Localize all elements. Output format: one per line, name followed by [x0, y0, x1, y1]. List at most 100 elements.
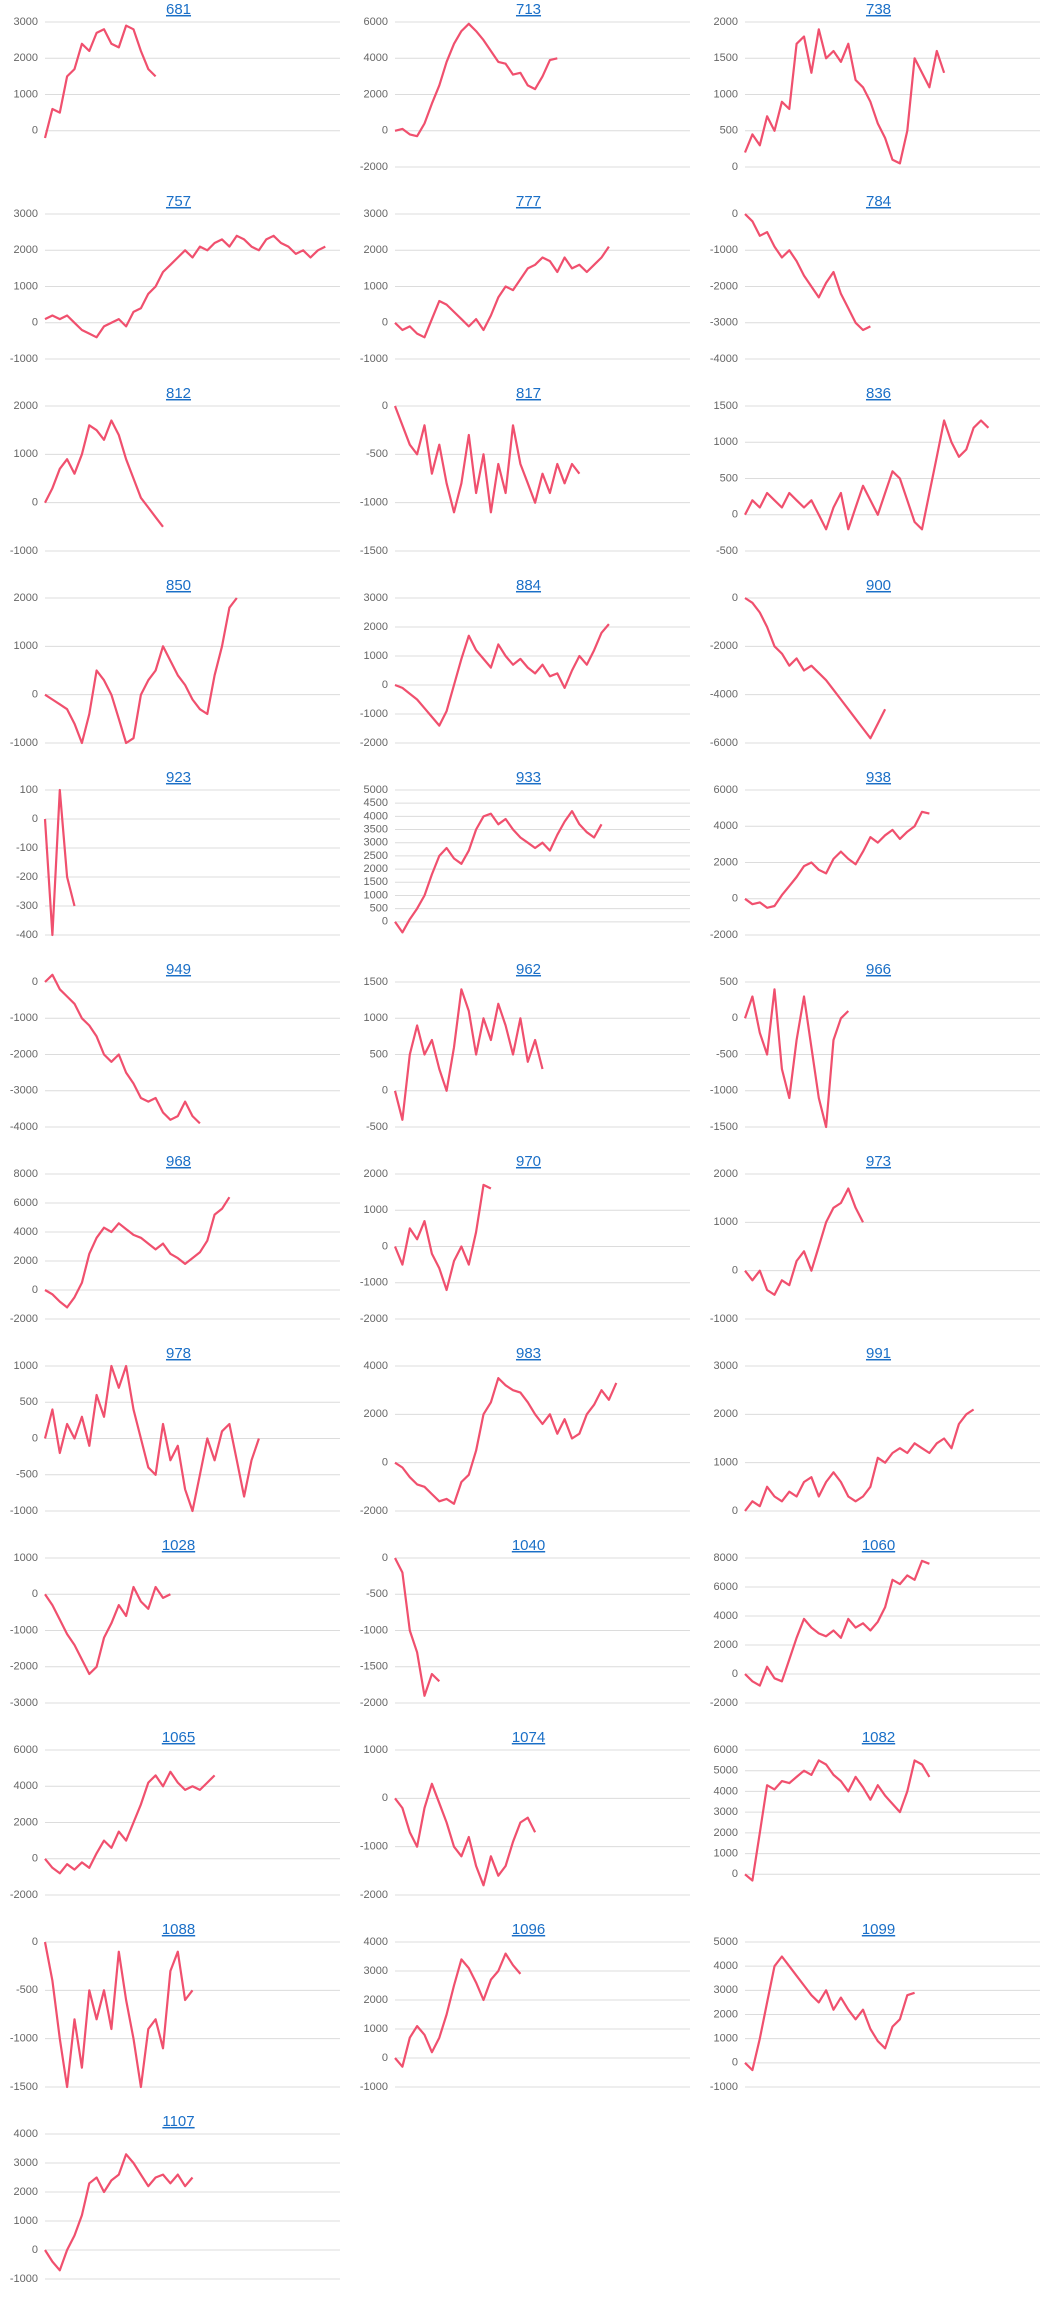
y-tick-label: 1500 [714, 400, 738, 412]
y-tick-label: 0 [732, 1505, 738, 1517]
chart-title[interactable]: 681 [166, 1, 191, 18]
data-line [393, 1183, 492, 1292]
chart: 1088 -1500 -1000 -500 0 [10, 1921, 340, 2093]
y-tick-label: 6000 [14, 1744, 38, 1756]
chart-title[interactable]: 784 [866, 193, 891, 210]
data-line [393, 405, 581, 514]
data-line [394, 1376, 618, 1505]
data-line [394, 1952, 522, 2068]
chart: 1074 -2000 -1000 0 1000 [360, 1729, 690, 1901]
chart-title[interactable]: 983 [516, 1345, 541, 1362]
chart-title[interactable]: 968 [166, 1153, 191, 1170]
chart-title[interactable]: 1096 [512, 1921, 545, 1938]
chart-title[interactable]: 900 [866, 577, 891, 594]
y-tick-label: 8000 [714, 1552, 738, 1564]
chart-title[interactable]: 966 [866, 961, 891, 978]
chart-title[interactable]: 970 [516, 1153, 541, 1170]
y-tick-label: 2000 [364, 244, 388, 256]
chart-title[interactable]: 1088 [162, 1921, 195, 1938]
y-tick-label: 3500 [364, 823, 388, 835]
y-tick-label: -1500 [10, 2081, 38, 2093]
y-tick-label: -2000 [360, 1505, 388, 1517]
y-tick-label: 2000 [14, 52, 38, 64]
data-line [744, 1955, 915, 2072]
chart-title[interactable]: 962 [516, 961, 541, 978]
chart-title[interactable]: 817 [516, 385, 541, 402]
y-tick-label: 2000 [714, 1827, 738, 1839]
y-tick-label: 3000 [364, 208, 388, 220]
chart: 738 0 500 1000 1500 2000 [714, 1, 1040, 173]
chart-title[interactable]: 757 [166, 193, 191, 210]
chart-title[interactable]: 1060 [862, 1537, 895, 1554]
chart-title[interactable]: 812 [166, 385, 191, 402]
chart-title[interactable]: 884 [516, 577, 541, 594]
y-tick-label: 2000 [364, 863, 388, 875]
chart-title[interactable]: 1107 [162, 2113, 194, 2130]
y-tick-label: -2000 [360, 1313, 388, 1325]
chart-title[interactable]: 949 [166, 961, 191, 978]
chart-title[interactable]: 850 [166, 577, 191, 594]
y-tick-label: 0 [732, 509, 738, 521]
y-tick-label: 1500 [364, 876, 388, 888]
chart-title[interactable]: 1099 [862, 1921, 895, 1938]
y-tick-label: 4000 [14, 1780, 38, 1792]
y-tick-label: -2000 [360, 1697, 388, 1709]
y-tick-label: 1000 [14, 1360, 38, 1372]
chart: 949 -4000 -3000 -2000 -1000 0 [10, 961, 340, 1133]
chart-title[interactable]: 836 [866, 385, 891, 402]
y-tick-label: 2000 [14, 1255, 38, 1267]
chart-title[interactable]: 973 [866, 1153, 891, 1170]
y-tick-label: 0 [32, 976, 38, 988]
chart-title[interactable]: 1065 [162, 1729, 195, 1746]
y-tick-label: -2000 [360, 737, 388, 749]
y-tick-label: 1000 [364, 1744, 388, 1756]
chart-title[interactable]: 1074 [512, 1729, 545, 1746]
y-tick-label: -1000 [360, 497, 388, 509]
chart-title[interactable]: 1040 [512, 1537, 545, 1554]
y-tick-label: 0 [732, 2057, 738, 2069]
chart-title[interactable]: 923 [166, 769, 191, 786]
chart: 970 -2000 -1000 0 1000 2000 [360, 1153, 690, 1325]
y-tick-label: 4000 [364, 810, 388, 822]
y-tick-label: 0 [32, 1432, 38, 1444]
y-tick-label: -400 [16, 929, 38, 941]
y-tick-label: 500 [20, 1396, 38, 1408]
data-line [744, 1559, 930, 1687]
y-tick-label: 1000 [364, 280, 388, 292]
y-tick-label: 2000 [364, 621, 388, 633]
y-tick-label: -3000 [10, 1085, 38, 1097]
chart-title[interactable]: 713 [516, 1, 541, 18]
y-tick-label: 2000 [714, 1168, 738, 1180]
chart-title[interactable]: 978 [166, 1345, 191, 1362]
chart: 991 0 1000 2000 3000 [714, 1345, 1040, 1517]
y-tick-label: -4000 [10, 1121, 38, 1133]
chart-title[interactable]: 933 [516, 769, 541, 786]
y-tick-label: 0 [732, 1012, 738, 1024]
chart-title[interactable]: 991 [866, 1345, 891, 1362]
y-tick-label: 500 [720, 976, 738, 988]
y-tick-label: 0 [732, 592, 738, 604]
y-tick-label: 0 [32, 813, 38, 825]
chart-title[interactable]: 777 [516, 193, 541, 210]
data-line [744, 810, 930, 909]
y-tick-label: 2000 [14, 244, 38, 256]
y-tick-label: 1000 [364, 889, 388, 901]
chart: 713 -2000 0 2000 4000 6000 [360, 1, 690, 173]
chart: 978 -1000 -500 0 500 1000 [10, 1345, 340, 1517]
y-tick-label: 2000 [364, 1168, 388, 1180]
chart-title[interactable]: 1082 [862, 1729, 895, 1746]
y-tick-label: -2000 [10, 1661, 38, 1673]
data-line [43, 1364, 260, 1513]
chart-title[interactable]: 1028 [162, 1537, 195, 1554]
y-tick-label: 3000 [364, 1965, 388, 1977]
y-tick-label: -500 [16, 1984, 38, 1996]
chart-title[interactable]: 738 [866, 1, 891, 18]
chart-title[interactable]: 938 [866, 769, 891, 786]
data-line [394, 809, 603, 934]
chart: 1082 0 1000 2000 3000 4000 5000 6000 [714, 1729, 1040, 1882]
y-tick-label: -1000 [10, 353, 38, 365]
y-tick-label: 0 [382, 1085, 388, 1097]
y-tick-label: 0 [382, 317, 388, 329]
y-tick-label: -1000 [10, 1012, 38, 1024]
chart: 962 -500 0 500 1000 1500 [364, 961, 690, 1133]
